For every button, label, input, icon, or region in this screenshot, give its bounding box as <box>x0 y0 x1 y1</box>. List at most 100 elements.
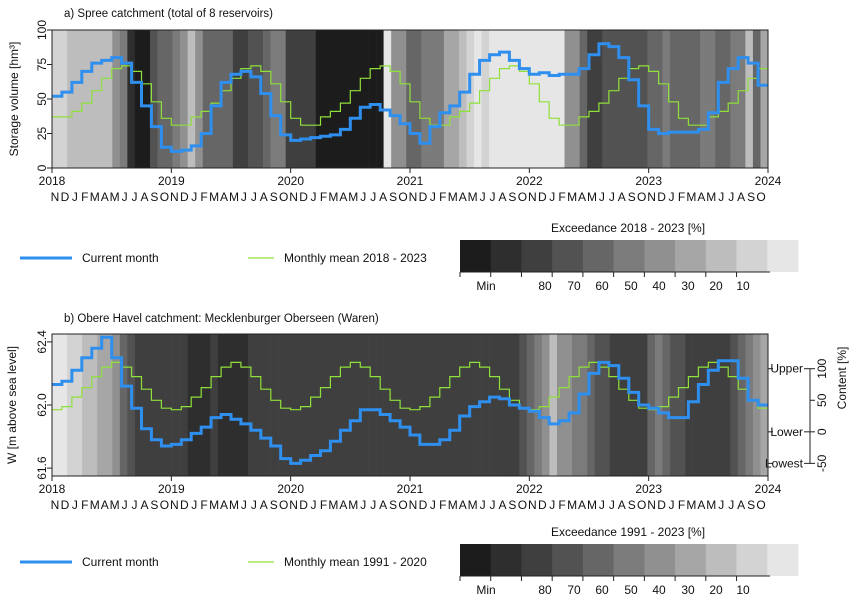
background-band <box>413 334 422 476</box>
background-band <box>670 334 678 476</box>
x-month-label: O <box>279 498 288 512</box>
x-month-label: N <box>528 190 537 204</box>
x-month-label: F <box>558 498 565 512</box>
background-band <box>323 30 332 168</box>
background-band <box>345 334 354 476</box>
x-month-label: F <box>678 190 685 204</box>
panel-b-y-axis: 61.6 62.0 62.4 <box>35 330 52 480</box>
x-year-label: 2024 <box>755 482 782 496</box>
x-month-label: J <box>370 498 376 512</box>
background-band <box>338 30 347 168</box>
scale-swatch <box>521 544 553 576</box>
background-band <box>489 334 497 476</box>
legend-b-scale-title: Exceedance 1991 - 2023 [%] <box>551 525 705 539</box>
background-band <box>202 30 211 168</box>
y-tick-label: 25 <box>35 127 49 141</box>
scale-swatch <box>582 544 614 576</box>
x-month-label: M <box>587 190 597 204</box>
background-band <box>489 30 497 168</box>
background-band <box>398 30 407 168</box>
x-year-label: 2018 <box>39 482 66 496</box>
x-month-label: O <box>756 498 765 512</box>
legend-a-mean-label: Monthly mean 2018 - 2023 <box>284 251 427 265</box>
x-month-label: J <box>718 498 724 512</box>
x-month-label: J <box>490 190 496 204</box>
x-month-label: J <box>241 190 247 204</box>
x-month-label: J <box>132 190 138 204</box>
scale-b-label: 20 <box>709 583 723 597</box>
background-band <box>647 30 656 168</box>
x-month-label: A <box>140 190 148 204</box>
background-band <box>112 334 121 476</box>
x-month-label: J <box>122 190 128 204</box>
scale-a-label: 50 <box>624 279 638 293</box>
scale-swatch <box>490 240 522 272</box>
y-tick-label: 100 <box>35 20 49 40</box>
background-band <box>466 334 475 476</box>
background-band <box>722 30 731 168</box>
background-band <box>323 334 332 476</box>
x-month-label: O <box>160 498 169 512</box>
x-month-label: F <box>320 190 327 204</box>
background-band <box>624 334 633 476</box>
x-month-label: M <box>686 498 696 512</box>
x-month-label: M <box>229 190 239 204</box>
x-month-label: D <box>657 498 666 512</box>
background-band <box>632 30 641 168</box>
x-month-label: D <box>61 190 70 204</box>
x-month-label: S <box>628 498 636 512</box>
x-month-label: A <box>737 190 745 204</box>
x-year-label: 2018 <box>39 174 66 188</box>
x-month-label: A <box>498 190 506 204</box>
background-band <box>247 334 256 476</box>
background-band <box>134 30 143 168</box>
scale-swatch <box>582 240 614 272</box>
x-month-label: J <box>251 190 257 204</box>
x-year-label: 2021 <box>397 482 424 496</box>
x-month-label: N <box>409 190 418 204</box>
background-band <box>617 334 626 476</box>
background-band <box>451 334 460 476</box>
x-month-label: A <box>379 190 387 204</box>
panel-a-year-labels: 2018 2019 2020 2021 2022 2023 2024 <box>39 168 782 188</box>
background-band <box>383 334 392 476</box>
background-band <box>195 334 204 476</box>
x-month-label: A <box>578 498 586 512</box>
x-month-label: A <box>697 190 705 204</box>
background-band <box>285 334 294 476</box>
background-band <box>428 334 437 476</box>
background-band <box>752 30 761 168</box>
x-month-label: M <box>328 498 338 512</box>
background-band <box>639 30 648 168</box>
x-month-label: A <box>618 190 626 204</box>
background-band <box>104 334 113 476</box>
x-month-label: D <box>419 190 428 204</box>
background-band <box>270 30 279 168</box>
x-month-label: M <box>567 190 577 204</box>
x-month-label: A <box>339 498 347 512</box>
background-band <box>730 30 739 168</box>
background-band <box>594 30 603 168</box>
background-band <box>715 334 724 476</box>
x-month-label: J <box>191 190 197 204</box>
scale-swatch <box>521 240 553 272</box>
background-band <box>202 334 211 476</box>
x-month-label: N <box>289 190 298 204</box>
background-band <box>376 30 384 168</box>
background-band <box>240 30 249 168</box>
scale-a-label: 60 <box>595 279 609 293</box>
x-month-label: J <box>718 190 724 204</box>
x-month-label: J <box>122 498 128 512</box>
scale-swatch <box>613 240 645 272</box>
x-month-label: O <box>398 190 407 204</box>
background-band <box>225 30 234 168</box>
x-month-label: J <box>599 190 605 204</box>
panel-b-legend: Current month Monthly mean 1991 - 2020 E… <box>20 525 799 597</box>
x-month-label: D <box>299 498 308 512</box>
x-month-label: J <box>311 498 317 512</box>
background-band <box>59 30 68 168</box>
background-band <box>519 30 528 168</box>
background-band <box>587 334 595 476</box>
scale-swatch <box>705 544 737 576</box>
